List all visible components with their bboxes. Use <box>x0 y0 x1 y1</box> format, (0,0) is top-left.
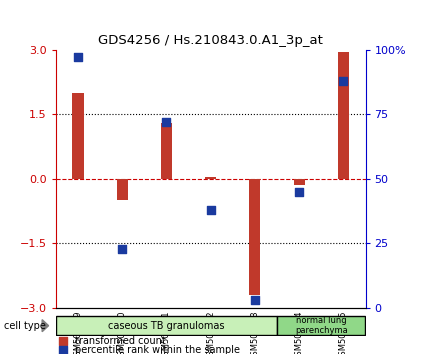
Point <box>252 297 258 303</box>
Point <box>340 78 347 84</box>
Point <box>119 246 126 251</box>
Point <box>296 189 303 194</box>
Point <box>207 207 214 213</box>
Title: GDS4256 / Hs.210843.0.A1_3p_at: GDS4256 / Hs.210843.0.A1_3p_at <box>98 34 323 47</box>
Bar <box>56 316 277 335</box>
Polygon shape <box>42 320 49 332</box>
Point <box>59 348 66 353</box>
Bar <box>338 52 349 179</box>
Text: cell type: cell type <box>4 321 46 331</box>
Bar <box>294 179 305 185</box>
Text: percentile rank within the sample: percentile rank within the sample <box>75 346 240 354</box>
Bar <box>117 179 128 200</box>
Point <box>163 119 170 125</box>
Bar <box>277 316 366 335</box>
Point <box>59 338 66 343</box>
Text: transformed count: transformed count <box>75 336 166 346</box>
Bar <box>161 123 172 179</box>
Bar <box>205 177 216 179</box>
Bar <box>249 179 261 295</box>
Point <box>74 55 81 60</box>
Bar <box>73 93 83 179</box>
Text: normal lung
parenchyma: normal lung parenchyma <box>295 316 347 335</box>
Text: caseous TB granulomas: caseous TB granulomas <box>108 321 225 331</box>
